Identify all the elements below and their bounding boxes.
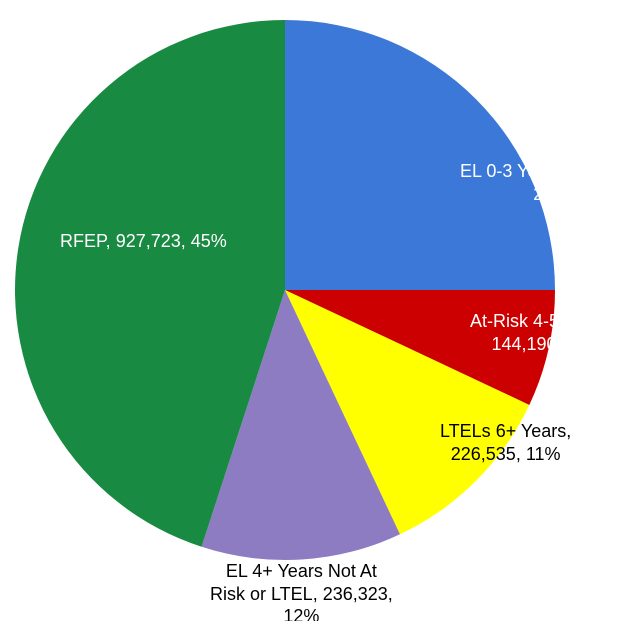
pie-slice-label: EL 0-3 Years, 505,487, 25%	[460, 160, 640, 205]
pie-chart-container: EL 0-3 Years, 505,487, 25% At-Risk 4-5 Ye…	[0, 0, 640, 621]
pie-slice-label: At-Risk 4-5 Years, 144,190, 7%	[470, 310, 614, 355]
pie-slice-label: LTELs 6+ Years, 226,535, 11%	[440, 420, 571, 465]
pie-slice-label: RFEP, 927,723, 45%	[60, 230, 227, 253]
pie-slice	[285, 20, 555, 290]
pie-slice-label: EL 4+ Years Not At Risk or LTEL, 236,323…	[210, 560, 393, 621]
